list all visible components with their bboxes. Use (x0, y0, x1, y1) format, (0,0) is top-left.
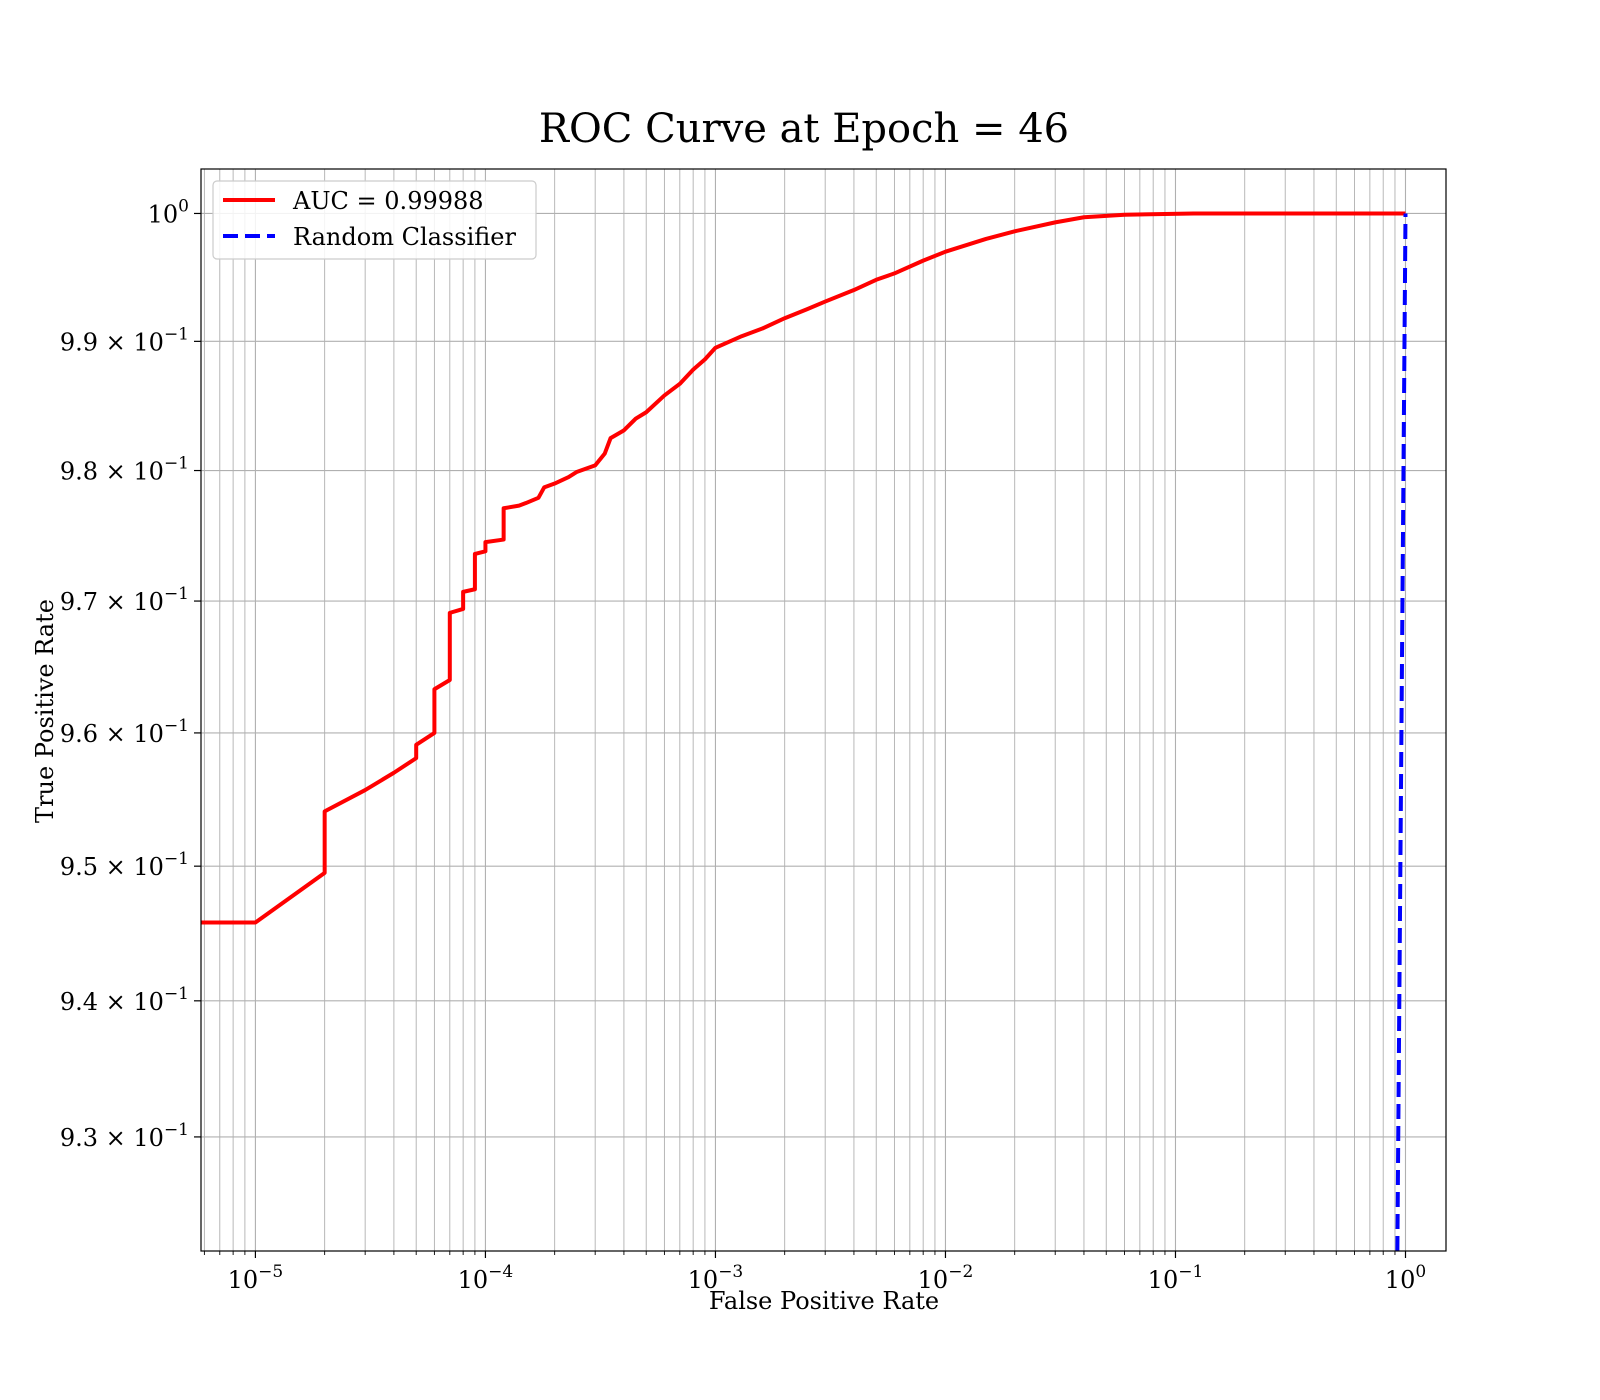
grid-lines (201, 169, 1446, 1251)
legend-label-auc: AUC = 0.99988 (292, 187, 484, 215)
legend: AUC = 0.99988 Random Classifier (212, 180, 537, 260)
x-tick-label: 10−1 (1148, 1262, 1204, 1294)
y-axis-ticks: 9.3 × 10−1 9.4 × 10−1 9.5 × 10−1 9.6 × 10−1… (60, 196, 201, 1152)
y-tick-label: 9.9 × 10−1 (60, 324, 189, 356)
y-tick-label: 9.6 × 10−1 (60, 716, 189, 748)
y-axis-label: True Positive Rate (31, 599, 59, 823)
random-classifier-line (1395, 213, 1408, 1252)
x-tick-label: 100 (1385, 1262, 1426, 1294)
x-tick-label: 10−5 (228, 1262, 284, 1294)
chart-title: ROC Curve at Epoch = 46 (539, 106, 1069, 152)
legend-label-random: Random Classifier (293, 223, 516, 251)
legend-box (212, 180, 537, 260)
y-tick-label: 9.7 × 10−1 (60, 584, 189, 616)
y-tick-label: 9.5 × 10−1 (60, 849, 189, 881)
x-tick-label: 10−4 (458, 1262, 514, 1294)
roc-curve-line (201, 211, 1406, 925)
y-tick-label: 9.4 × 10−1 (60, 984, 189, 1016)
plot-area (200, 168, 1447, 1252)
series-layer (201, 211, 1408, 1252)
x-axis-ticks: 10−5 10−4 10−3 10−2 10−1 100 (203, 1251, 1426, 1294)
y-tick-label: 100 (148, 196, 189, 228)
y-tick-label: 9.8 × 10−1 (60, 454, 189, 486)
y-tick-label: 9.3 × 10−1 (60, 1120, 189, 1152)
x-axis-label: False Positive Rate (709, 1287, 939, 1315)
